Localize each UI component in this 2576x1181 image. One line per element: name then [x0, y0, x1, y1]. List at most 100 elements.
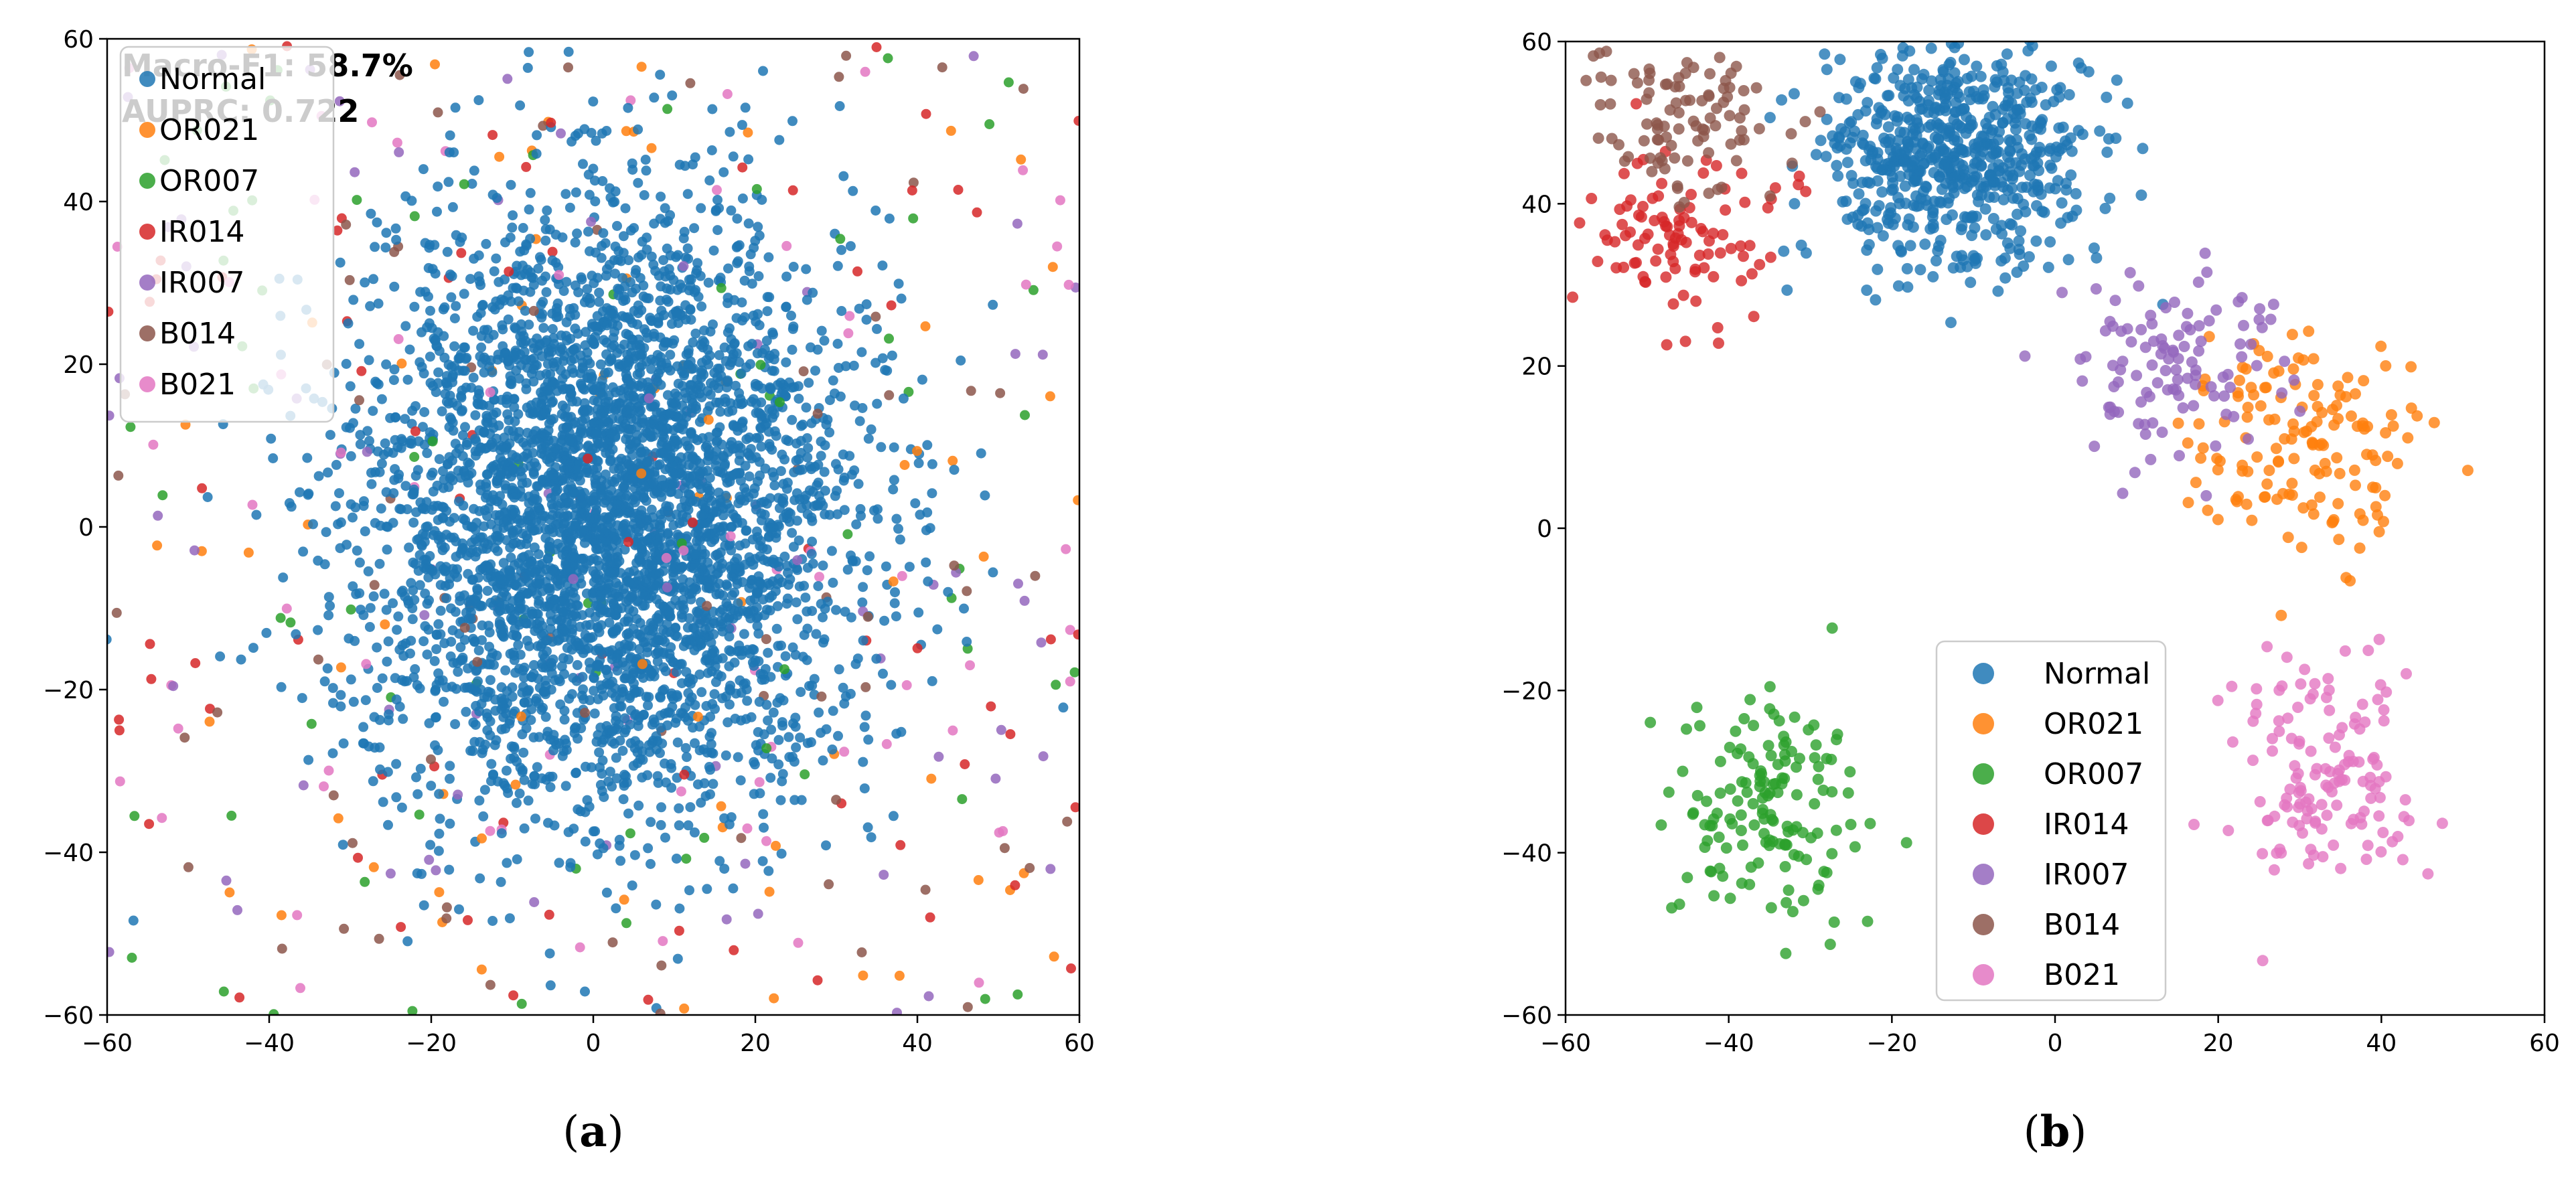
point-ir014 [521, 161, 532, 172]
point-normal [658, 601, 669, 612]
point-normal [425, 351, 435, 362]
point-normal [628, 670, 639, 680]
point-normal [860, 710, 871, 721]
legend-label-or021: OR021 [159, 113, 259, 147]
point-normal [648, 512, 658, 523]
point-normal [490, 706, 501, 716]
point-normal [461, 706, 471, 717]
point-normal [684, 885, 694, 896]
point-or007 [835, 234, 846, 244]
point-normal [599, 647, 609, 657]
point-normal [757, 856, 768, 866]
point-normal [354, 557, 365, 568]
point-normal [671, 509, 682, 520]
point-normal [514, 374, 524, 384]
point-normal [767, 366, 777, 376]
legend-marker-b014 [139, 325, 155, 341]
point-normal [854, 416, 865, 426]
point-normal [648, 259, 659, 270]
point-normal [717, 558, 728, 569]
point-normal [519, 697, 530, 708]
point-normal [612, 221, 622, 231]
point-normal [729, 420, 739, 431]
point-normal [694, 745, 705, 756]
point-normal [695, 382, 706, 392]
point-normal [568, 368, 579, 378]
point-normal [684, 460, 694, 470]
point-or021 [516, 711, 526, 722]
point-normal [737, 120, 747, 131]
point-normal [2030, 84, 2042, 96]
point-normal [887, 350, 897, 361]
point-normal [719, 864, 730, 874]
point-normal [521, 384, 532, 394]
point-normal [743, 492, 754, 503]
point-normal [564, 435, 575, 446]
point-normal [767, 445, 777, 455]
point-b014 [655, 1008, 666, 1015]
point-normal [750, 554, 761, 564]
point-b021 [676, 786, 686, 797]
point-normal [578, 684, 589, 695]
point-normal [525, 187, 536, 198]
point-normal [840, 607, 850, 617]
point-normal [863, 734, 874, 745]
point-normal [695, 635, 706, 646]
point-normal [536, 659, 547, 669]
point-normal [591, 522, 601, 533]
point-normal [538, 323, 549, 333]
point-normal [589, 489, 599, 500]
point-normal [862, 822, 873, 833]
point-normal [694, 670, 705, 680]
point-normal [446, 292, 457, 303]
point-normal [927, 459, 937, 469]
point-normal [611, 711, 621, 722]
point-b021 [678, 545, 689, 556]
point-normal [577, 362, 588, 373]
point-normal [706, 145, 717, 155]
point-normal [702, 344, 713, 355]
point-normal [433, 181, 443, 192]
point-normal [708, 779, 718, 789]
point-normal [358, 722, 369, 732]
point-normal [433, 846, 444, 856]
point-normal [554, 738, 564, 749]
point-b014 [870, 311, 881, 322]
point-normal [559, 596, 570, 607]
point-normal [406, 435, 416, 446]
point-normal [429, 655, 440, 666]
legend-label-or007: OR007 [159, 164, 259, 198]
point-b021 [965, 660, 975, 671]
point-normal [522, 588, 533, 599]
point-ir014 [487, 130, 498, 141]
point-normal [530, 813, 540, 824]
point-normal [754, 230, 765, 241]
point-ir007 [892, 1008, 902, 1015]
point-normal [2045, 60, 2057, 72]
point-ir014 [547, 246, 558, 257]
point-normal [569, 823, 579, 834]
point-b021 [393, 334, 404, 344]
point-normal [611, 903, 621, 914]
point-normal [569, 344, 579, 355]
point-b014 [339, 923, 350, 934]
point-normal [1872, 222, 1884, 234]
point-normal [597, 390, 608, 401]
point-normal [2062, 254, 2074, 266]
point-normal [475, 485, 486, 495]
point-normal [612, 520, 623, 531]
point-normal [414, 683, 425, 694]
point-or021 [243, 547, 254, 558]
point-normal [536, 254, 546, 265]
point-normal [128, 915, 139, 926]
point-normal [610, 268, 620, 279]
point-normal [1908, 64, 1920, 76]
point-normal [1949, 67, 1961, 79]
point-normal [652, 460, 663, 471]
point-normal [319, 559, 330, 570]
point-normal [465, 607, 476, 618]
point-normal [547, 255, 558, 266]
point-normal [704, 175, 715, 185]
point-normal [682, 243, 693, 254]
point-b021 [722, 89, 733, 99]
